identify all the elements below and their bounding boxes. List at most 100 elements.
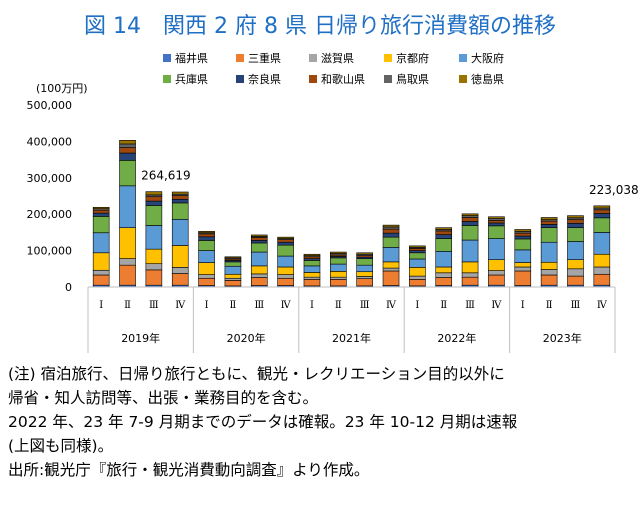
x-tick-label: Ⅳ: [281, 300, 292, 311]
chart-title: 図 14 関西 2 府 8 県 日帰り旅行消費額の推移: [84, 14, 556, 39]
bar-segment: [593, 266, 611, 275]
bar-segment: [198, 231, 215, 234]
bar-segment: [303, 253, 321, 256]
bar-segment: [171, 273, 189, 286]
bar-segment: [488, 238, 505, 260]
bar-segment: [409, 252, 426, 260]
bar-segment: [382, 236, 400, 248]
x-tick-label: Ⅳ: [386, 300, 397, 311]
bar-segment: [540, 274, 558, 286]
bar-segment: [382, 267, 400, 272]
bar-segment: [303, 279, 321, 287]
bar-segment: [382, 247, 400, 263]
bar-segment: [540, 224, 558, 228]
bar-segment: [250, 240, 268, 244]
x-tick-label: Ⅰ: [310, 300, 314, 311]
bar-segment: [356, 278, 373, 287]
bar-segment: [92, 232, 110, 254]
bar-segment: [567, 223, 584, 228]
bar-segment: [92, 212, 110, 217]
bar-segment: [198, 233, 215, 238]
bar-segment: [250, 277, 268, 286]
bar-segment: [488, 225, 505, 239]
bar-segment: [171, 218, 189, 246]
x-tick-label: Ⅱ: [230, 300, 237, 311]
bar-segment: [567, 259, 584, 270]
bar-segment: [303, 260, 321, 267]
bar-segment: [145, 196, 163, 202]
bar-segment: [409, 279, 426, 287]
y-tick-label: 400,000: [27, 135, 73, 148]
bar-segment: [540, 241, 558, 263]
bar-segment: [250, 242, 268, 253]
legend-label: 徳島県: [471, 72, 504, 86]
bar-segment: [356, 271, 373, 277]
bar-segment: [409, 248, 426, 251]
bar-segment: [382, 232, 400, 238]
bar-segment: [514, 270, 532, 286]
bar-segment: [356, 276, 373, 279]
bar-segment: [382, 270, 400, 286]
bar-segment: [250, 273, 268, 278]
x-tick-label: Ⅳ: [597, 300, 608, 311]
bar-segment: [250, 251, 268, 267]
y-unit-label: (100万円): [36, 82, 88, 95]
note-line: 帰省・知人訪問等、出張・業務目的を含む。: [8, 389, 319, 407]
bar-segment: [171, 198, 189, 204]
x-tick-label: Ⅱ: [546, 300, 553, 311]
bar-segment: [593, 213, 611, 219]
bar-segment: [435, 230, 453, 235]
legend-swatch: [459, 75, 467, 83]
data-label: 264,619: [141, 169, 191, 183]
bar-segment: [382, 261, 400, 269]
bar-segment: [171, 195, 189, 200]
bar-segment: [119, 147, 136, 154]
legend-swatch: [384, 75, 392, 83]
legend-label: 和歌山県: [321, 72, 365, 86]
x-tick-label: Ⅲ: [465, 300, 475, 311]
bar-segment: [540, 261, 558, 270]
bar-segment: [382, 226, 400, 230]
bar-segment: [119, 258, 136, 266]
bar-segment: [145, 269, 163, 286]
data-label: 223,038: [589, 183, 639, 197]
bar-segment: [277, 274, 294, 279]
x-tick-label: Ⅰ: [99, 300, 103, 311]
x-tick-label: Ⅲ: [149, 300, 159, 311]
year-label: 2020年: [227, 331, 266, 345]
bar-segment: [514, 229, 532, 232]
bar-segment: [461, 272, 479, 278]
x-tick-label: Ⅰ: [415, 300, 419, 311]
bar-segment: [92, 216, 110, 234]
bar-segment: [92, 206, 110, 210]
x-tick-label: Ⅱ: [124, 300, 131, 311]
bar-segment: [514, 235, 532, 240]
bar-segment: [461, 213, 479, 216]
bar-segment: [409, 250, 426, 254]
legend-label: 鳥取県: [396, 72, 429, 86]
bar-segment: [303, 272, 321, 278]
bar-segment: [382, 228, 400, 234]
bar-segment: [92, 252, 110, 271]
x-tick-label: Ⅱ: [335, 300, 342, 311]
note-line: 出所:観光庁『旅行・観光消費動向調査』より作成。: [8, 461, 370, 479]
bar-segment: [435, 277, 453, 286]
bar-segment: [409, 267, 426, 277]
bar-segment: [198, 274, 215, 279]
bar-segment: [356, 258, 373, 266]
bar-segment: [277, 255, 294, 268]
bar-segment: [435, 266, 453, 274]
legend-label: 奈良県: [248, 72, 281, 86]
bar-segment: [461, 239, 479, 263]
bar-segment: [488, 220, 505, 224]
bar-segment: [488, 222, 505, 227]
x-tick-label: Ⅲ: [254, 300, 264, 311]
bar-segment: [409, 245, 426, 248]
y-tick-label: 300,000: [27, 172, 73, 185]
y-tick-label: 0: [65, 281, 72, 294]
bar-segment: [356, 264, 373, 273]
bar-segment: [593, 209, 611, 214]
x-tick-label: Ⅰ: [521, 300, 525, 311]
bar-segment: [382, 224, 400, 228]
bar-segment: [224, 256, 242, 259]
